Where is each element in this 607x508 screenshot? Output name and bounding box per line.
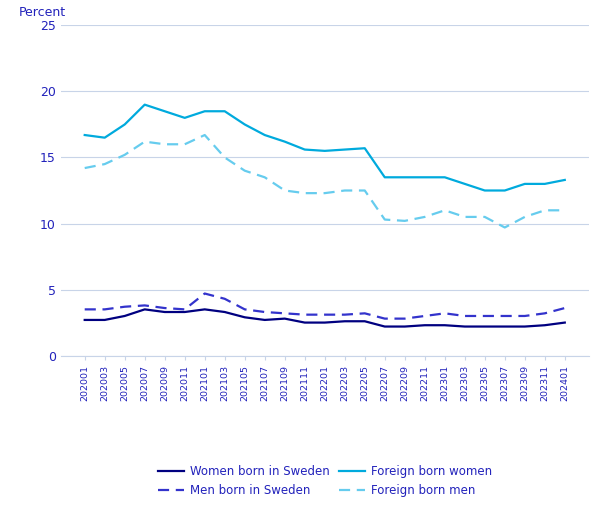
Legend: Women born in Sweden, Men born in Sweden, Foreign born women, Foreign born men: Women born in Sweden, Men born in Sweden… [153, 461, 497, 502]
Text: Percent: Percent [18, 6, 66, 19]
